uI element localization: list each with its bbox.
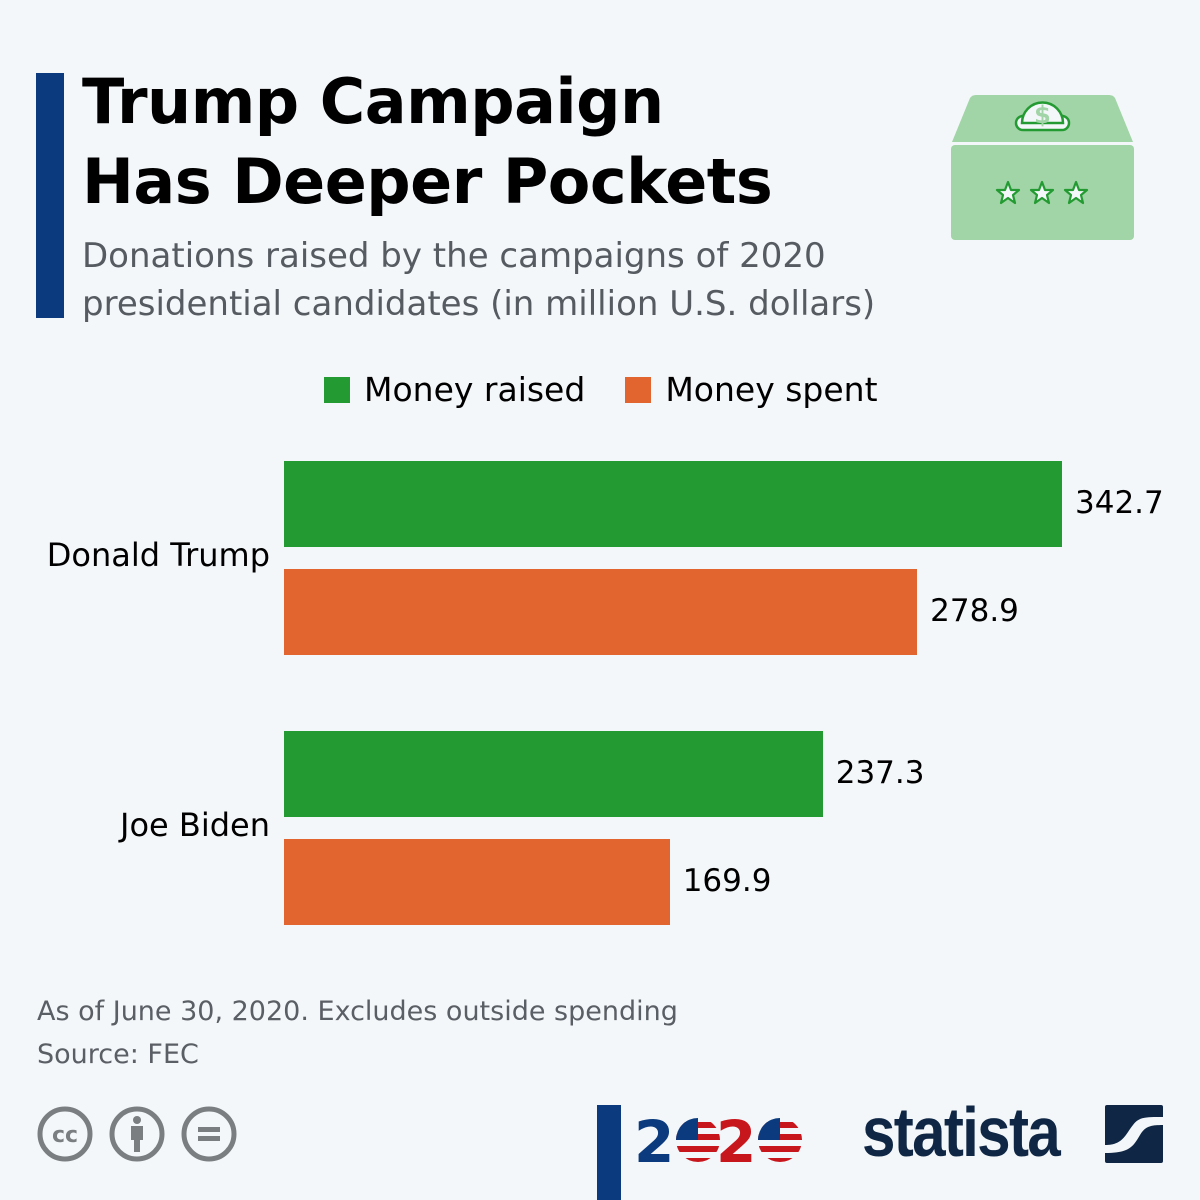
- statista-logo-text: statista: [862, 1093, 1061, 1171]
- value-label-biden-spent: 169.9: [682, 863, 772, 899]
- statista-logo-mark: [1105, 1105, 1163, 1163]
- bar-trump-spent: [284, 569, 918, 655]
- bar-chart: Donald Trump Joe Biden 342.7 278.9 237.3…: [46, 461, 1164, 925]
- svg-text:$: $: [1034, 101, 1051, 129]
- bar-trump-raised: [284, 461, 1062, 547]
- legend-swatch-spent: [625, 376, 652, 403]
- value-label-trump-spent: 278.9: [930, 593, 1019, 629]
- legend-item-spent: Money spent: [625, 370, 878, 409]
- bar-biden-spent: [284, 839, 670, 925]
- title-accent-bar: [36, 73, 64, 318]
- value-label-biden-raised: 237.3: [835, 755, 925, 791]
- subtitle-line-2: presidential candidates (in million U.S.…: [82, 284, 876, 324]
- footnote: As of June 30, 2020. Excludes outside sp…: [37, 990, 678, 1076]
- chart-legend: Money raised Money spent: [324, 370, 918, 409]
- title-line-2: Has Deeper Pockets: [82, 145, 773, 218]
- svg-text:2: 2: [634, 1112, 674, 1167]
- logo-2020: 2 2: [634, 1112, 802, 1167]
- category-label-donald-trump: Donald Trump: [46, 536, 270, 574]
- legend-label-spent: Money spent: [665, 370, 878, 409]
- svg-text:2: 2: [716, 1112, 756, 1167]
- attribution-icon[interactable]: [108, 1105, 166, 1163]
- bar-biden-raised: [284, 731, 823, 817]
- value-label-trump-raised: 342.7: [1075, 485, 1164, 521]
- legend-swatch-raised: [324, 376, 350, 403]
- footnote-note: As of June 30, 2020. Excludes outside sp…: [37, 996, 678, 1027]
- subtitle: Donations raised by the campaigns of 202…: [82, 232, 875, 328]
- donation-box-icon: $: [951, 95, 1134, 240]
- page-title: Trump Campaign Has Deeper Pockets: [82, 62, 773, 222]
- logo-2020-accent-bar: [597, 1105, 621, 1200]
- footnote-source: Source: FEC: [37, 1039, 199, 1070]
- category-label-joe-biden: Joe Biden: [120, 806, 270, 844]
- svg-text:cc: cc: [52, 1123, 78, 1148]
- legend-label-raised: Money raised: [364, 370, 586, 409]
- subtitle-line-1: Donations raised by the campaigns of 202…: [82, 236, 826, 276]
- license-icons: cc: [36, 1105, 252, 1163]
- cc-icon[interactable]: cc: [36, 1105, 94, 1163]
- legend-item-raised: Money raised: [324, 370, 585, 409]
- title-line-1: Trump Campaign: [82, 65, 664, 138]
- no-derivatives-icon[interactable]: [180, 1105, 238, 1163]
